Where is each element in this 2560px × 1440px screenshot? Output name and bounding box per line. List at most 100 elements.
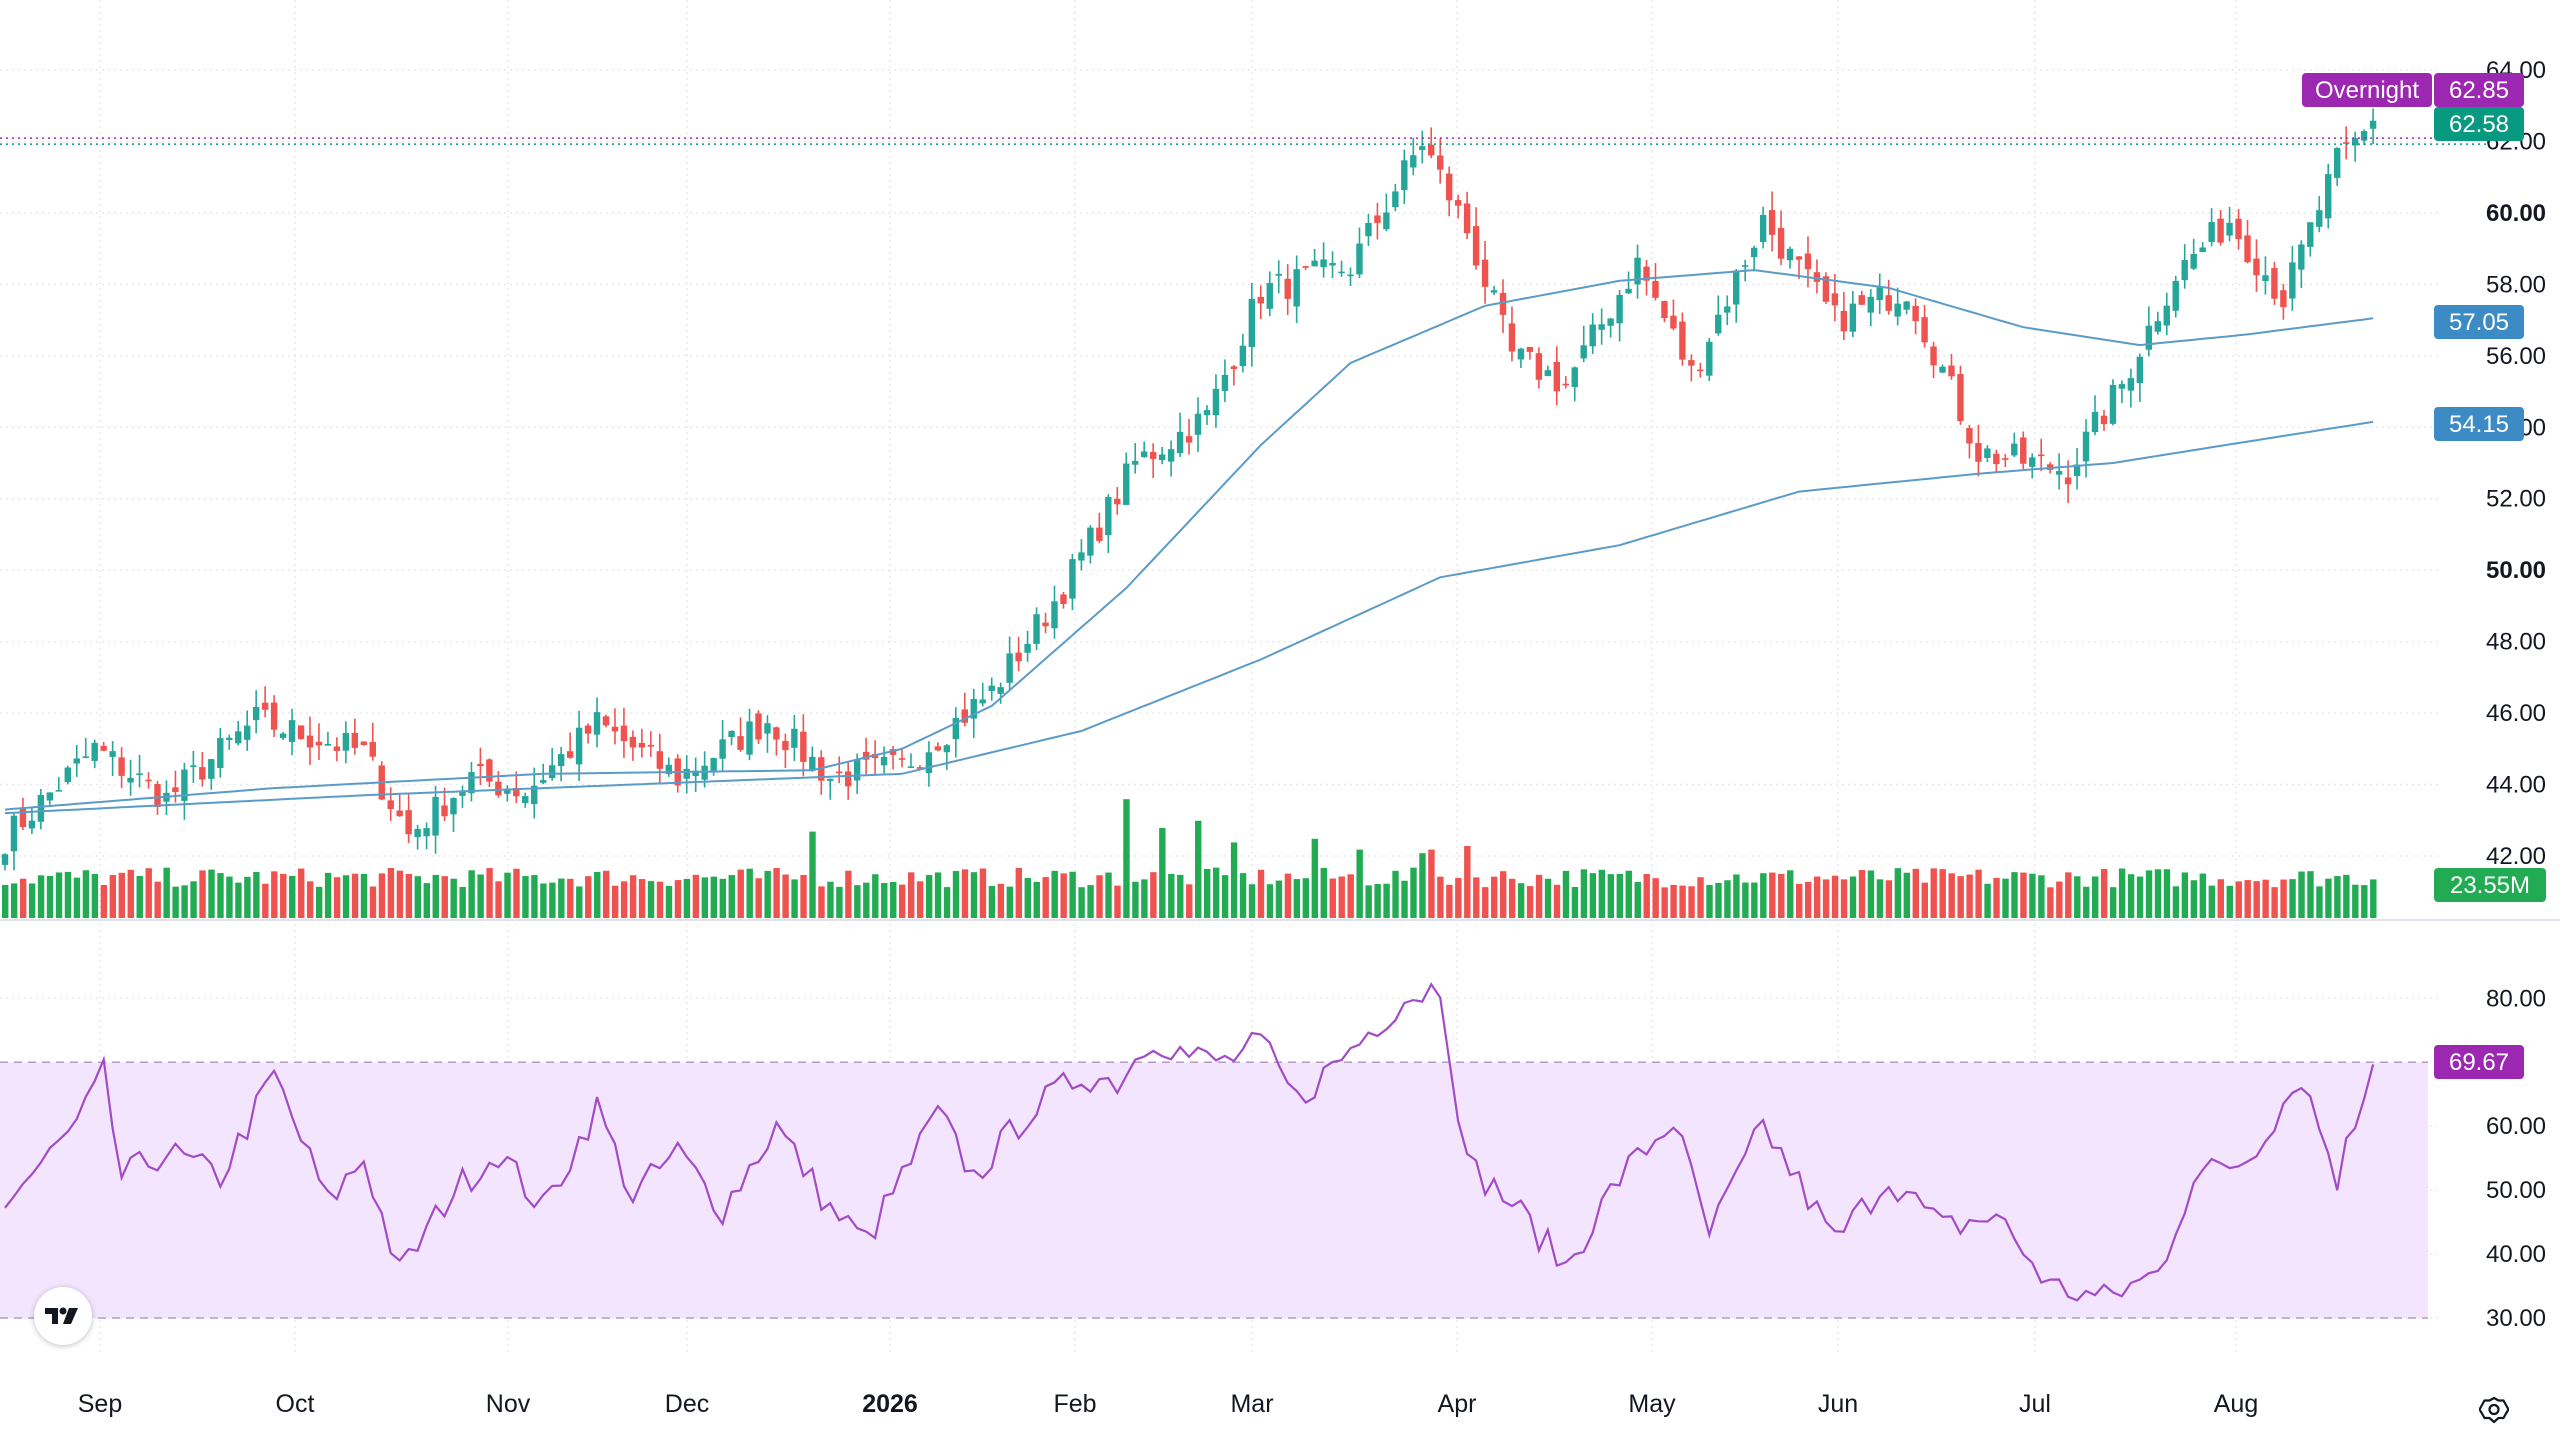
rsi-line: [4, 982, 2375, 1302]
candle: [91, 739, 98, 769]
time-axis[interactable]: Sep Oct Nov Dec 2026 Feb Mar Apr May Jun Jul Aug: [78, 1390, 2258, 1418]
candle: [450, 797, 457, 832]
candle: [1786, 246, 1794, 269]
volume-bar: [1203, 868, 1211, 918]
volume-tag-bg: [2434, 868, 2546, 902]
price-tick-label: 44.00: [2486, 772, 2546, 799]
tradingview-logo-mark: [45, 1307, 78, 1324]
candle: [2037, 438, 2045, 472]
candle-body: [2190, 253, 2197, 269]
volume-bar: [145, 868, 152, 918]
candle: [1616, 289, 1623, 342]
volume-bar: [2172, 886, 2180, 918]
volume-bar: [1123, 799, 1130, 918]
candle-body: [190, 765, 197, 767]
candle-body: [692, 770, 699, 777]
candle: [997, 682, 1004, 704]
volume-bar: [737, 869, 744, 918]
candle: [782, 733, 789, 768]
time-tick-label: May: [1628, 1390, 1676, 1418]
candle-body: [1849, 303, 1857, 332]
rsi-axis[interactable]: 80.00 60.00 50.00 40.00 30.00: [2486, 985, 2546, 1332]
candle-body: [1167, 449, 1175, 462]
candle: [575, 710, 583, 781]
candle: [1948, 353, 1955, 380]
candle-body: [934, 746, 942, 751]
candle-body: [1553, 361, 1561, 392]
volume-bar: [773, 867, 780, 918]
candle: [1912, 298, 1919, 335]
volume-bar: [46, 875, 54, 918]
candle: [1490, 285, 1498, 296]
volume-bar: [199, 870, 206, 918]
volume-bar: [495, 881, 502, 918]
candle: [64, 765, 71, 785]
candle: [755, 710, 762, 745]
candle: [1957, 365, 1964, 425]
candle-body: [279, 733, 287, 739]
volume-bar: [1293, 879, 1301, 918]
candle-body: [1203, 410, 1211, 416]
candle: [1580, 325, 1587, 363]
volume-bar: [2334, 876, 2341, 918]
volume-bar: [1760, 873, 1767, 918]
candle-body: [468, 772, 475, 794]
price-axis[interactable]: 64.0062.0060.0058.0056.0054.0052.0050.00…: [2486, 57, 2546, 870]
candle-body: [1939, 366, 1946, 373]
candle: [1706, 337, 1713, 382]
tradingview-logo-icon[interactable]: [34, 1287, 92, 1345]
candle: [522, 792, 529, 808]
candle-body: [2011, 443, 2018, 456]
candle: [360, 741, 367, 746]
candle: [1221, 359, 1229, 403]
candle-body: [261, 702, 269, 710]
candle: [1454, 194, 1462, 219]
candle: [2127, 368, 2135, 408]
candle-body: [925, 752, 933, 774]
volume-bar: [190, 881, 197, 918]
volume-bar: [1329, 878, 1336, 918]
price-tags: Overnight 62.85 62.58 57.05 54.15 23.55M 69.67: [2302, 73, 2546, 1079]
candle: [504, 785, 511, 802]
candle: [1768, 191, 1776, 252]
candle-body: [2136, 356, 2144, 384]
candle: [1508, 306, 1516, 362]
volume-bar: [2056, 881, 2063, 918]
candle-body: [1015, 652, 1022, 662]
candle-body: [970, 698, 977, 719]
candle: [118, 747, 125, 789]
candle-body: [2199, 247, 2206, 253]
price-tick-label: 50.00: [2486, 557, 2546, 584]
candle-body: [1813, 272, 1821, 282]
candle-body: [1526, 347, 1534, 352]
candle-body: [2109, 385, 2117, 424]
candle-body: [1625, 288, 1632, 294]
candle: [2154, 311, 2161, 335]
candle: [217, 727, 224, 778]
volume-bar: [2065, 872, 2072, 918]
candle-body: [2002, 458, 2009, 460]
last-price-tag-text: 62.58: [2449, 111, 2509, 138]
volume-bar: [1813, 876, 1821, 918]
candle-body: [226, 737, 233, 741]
volume-bar: [2074, 876, 2081, 918]
candle-body: [1517, 348, 1525, 360]
candle: [638, 728, 646, 758]
volume-bar: [2253, 881, 2260, 918]
ma50-tag-text: 57.05: [2449, 309, 2509, 336]
candle-body: [1437, 155, 1444, 170]
candle-body: [943, 745, 951, 753]
chart-settings-gear-icon[interactable]: [2478, 1394, 2510, 1426]
volume-bar: [1365, 885, 1372, 918]
candle: [1257, 285, 1264, 319]
candle: [1051, 585, 1058, 639]
candle: [844, 760, 852, 800]
volume-bar: [10, 883, 18, 918]
candle-body: [1768, 210, 1776, 235]
volume-bar: [1096, 875, 1103, 918]
volume-bar: [1939, 869, 1946, 918]
candle: [611, 708, 619, 745]
volume-bar: [1186, 884, 1193, 918]
candle-body: [1338, 271, 1345, 274]
